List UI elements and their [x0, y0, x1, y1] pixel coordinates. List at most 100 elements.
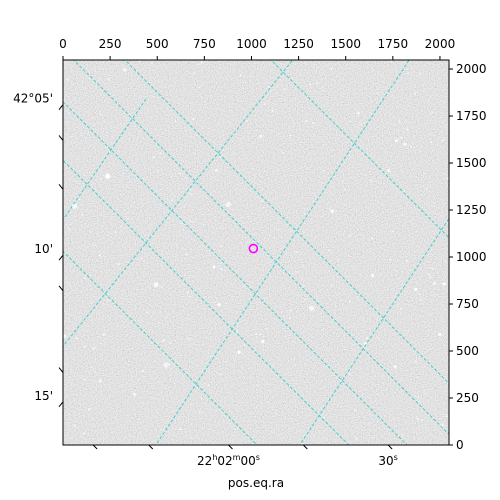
- star: [199, 411, 201, 414]
- star: [105, 173, 111, 179]
- grid-line: [124, 60, 449, 385]
- star: [186, 253, 188, 256]
- star: [171, 199, 174, 202]
- star: [425, 392, 427, 395]
- star: [180, 222, 183, 225]
- right-pixel-axis: 0 250 500 750 1000 1250 1500 1750 2000: [449, 62, 487, 452]
- star: [390, 60, 393, 62]
- star: [142, 370, 145, 373]
- star: [83, 345, 86, 348]
- star: [202, 223, 205, 226]
- star: [192, 118, 195, 121]
- star: [243, 285, 246, 288]
- star: [304, 298, 306, 301]
- star: [237, 350, 241, 354]
- right-tick-label: 1750: [456, 109, 487, 123]
- star: [179, 172, 181, 175]
- star: [75, 337, 78, 340]
- star: [219, 373, 222, 375]
- star: [157, 170, 160, 173]
- ra-tick: [387, 444, 393, 450]
- star: [308, 305, 315, 311]
- star: [295, 251, 298, 253]
- star: [123, 68, 127, 72]
- star: [118, 263, 120, 265]
- star: [245, 120, 248, 123]
- star: [421, 419, 423, 422]
- star: [163, 339, 165, 341]
- star: [88, 77, 91, 79]
- dec-minor-tick: [58, 184, 64, 190]
- star: [305, 120, 308, 123]
- star: [78, 198, 81, 201]
- grid-line: [156, 60, 410, 444]
- grid-line: [299, 217, 449, 445]
- star: [403, 142, 407, 146]
- star: [366, 337, 368, 340]
- star: [81, 214, 84, 216]
- top-tick-label: 0: [59, 37, 67, 51]
- grid-line: [63, 159, 350, 445]
- star: [83, 378, 86, 381]
- ra-tick-label: 22h02m00s: [197, 453, 260, 468]
- star: [446, 177, 449, 180]
- star: [153, 156, 155, 159]
- ra-tick: [228, 444, 233, 450]
- star: [138, 60, 141, 63]
- dec-tick-label: 10': [34, 242, 53, 256]
- star: [406, 128, 409, 131]
- star: [288, 317, 291, 319]
- right-tick-label: 0: [456, 438, 464, 452]
- top-tick-label: 1250: [283, 37, 314, 51]
- star: [93, 346, 96, 349]
- right-tick-label: 1000: [456, 250, 487, 264]
- star: [207, 384, 210, 387]
- star: [106, 299, 109, 301]
- dec-tick-label: 15': [34, 389, 53, 403]
- star: [220, 245, 223, 247]
- bottom-ra-axis: 22h02m00s 30s: [92, 444, 398, 468]
- ra-tick-label: 30s: [378, 453, 397, 468]
- star: [354, 409, 356, 412]
- star: [90, 366, 93, 369]
- ra-minor-tick: [148, 444, 154, 450]
- star: [214, 168, 218, 172]
- dec-tick: [58, 401, 64, 408]
- top-pixel-axis: 0 250 500 750 1000 1250 1500 1750 2000: [59, 37, 455, 60]
- star: [132, 392, 137, 396]
- star: [68, 228, 71, 231]
- star: [179, 428, 182, 431]
- star: [98, 379, 102, 383]
- star: [212, 265, 216, 269]
- star: [271, 109, 274, 112]
- star: [425, 188, 428, 190]
- star: [330, 209, 334, 214]
- star: [103, 333, 105, 336]
- star: [348, 234, 351, 237]
- star: [71, 203, 78, 209]
- top-tick-label: 2000: [425, 37, 456, 51]
- star: [312, 122, 315, 125]
- star: [160, 286, 163, 289]
- star: [392, 230, 394, 233]
- star: [360, 123, 363, 126]
- star: [163, 362, 169, 368]
- star: [173, 410, 176, 413]
- star: [63, 98, 65, 101]
- star: [399, 120, 401, 123]
- star: [73, 425, 76, 427]
- star: [413, 92, 416, 94]
- star: [189, 219, 192, 222]
- star: [162, 428, 165, 431]
- star: [405, 260, 408, 262]
- star: [344, 188, 347, 191]
- star: [169, 342, 171, 344]
- right-tick-label: 2000: [456, 62, 487, 76]
- star: [419, 72, 421, 75]
- star: [445, 415, 448, 418]
- star: [303, 213, 306, 215]
- star: [187, 338, 190, 340]
- star: [428, 273, 430, 276]
- star: [66, 78, 69, 81]
- star: [429, 276, 432, 279]
